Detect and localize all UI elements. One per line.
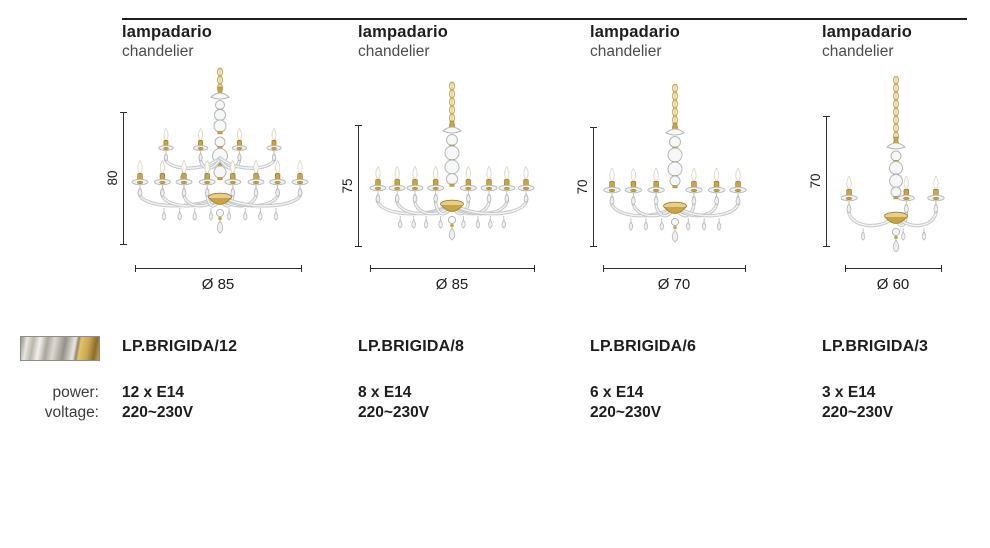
- product-code: LP.BRIGIDA/3: [822, 338, 929, 355]
- voltage-value: 220~230V: [122, 404, 194, 421]
- power-value: 3 x E14: [822, 384, 876, 401]
- product-title: lampadario chandelier: [122, 23, 212, 61]
- title-english: chandelier: [122, 43, 194, 60]
- power-value: 8 x E14: [358, 384, 412, 401]
- product-code: LP.BRIGIDA/8: [358, 338, 465, 355]
- voltage-label: voltage:: [44, 404, 99, 421]
- product-code: LP.BRIGIDA/6: [590, 338, 697, 355]
- chandelier-illustration: [841, 76, 945, 252]
- chandelier-illustration: [131, 67, 309, 234]
- height-dim-line: [823, 116, 830, 247]
- power-value: 12 x E14: [122, 384, 185, 401]
- title-english: chandelier: [822, 43, 894, 60]
- diameter-dim-line: [370, 265, 535, 272]
- diameter-dim-label: Ø 60: [876, 276, 910, 293]
- height-dim-line: [120, 112, 127, 245]
- voltage-value: 220~230V: [358, 404, 430, 421]
- material-thumbnail: [20, 336, 100, 361]
- product-code: LP.BRIGIDA/12: [122, 338, 238, 355]
- height-dim-line: [590, 127, 597, 247]
- diameter-dim-label: Ø 85: [435, 276, 469, 293]
- title-italian: lampadario: [590, 23, 681, 41]
- product-title: lampadario chandelier: [358, 23, 448, 61]
- power-value: 6 x E14: [590, 384, 644, 401]
- diameter-dim-line: [603, 265, 746, 272]
- chandelier-illustration: [603, 84, 747, 243]
- title-english: chandelier: [590, 43, 662, 60]
- diameter-dim-label: Ø 85: [201, 276, 235, 293]
- height-dim-label: 70: [575, 179, 590, 195]
- voltage-value: 220~230V: [590, 404, 662, 421]
- power-label: power:: [52, 384, 99, 401]
- diameter-dim-label: Ø 70: [657, 276, 691, 293]
- height-dim-line: [355, 125, 362, 247]
- header-rule: [122, 18, 967, 20]
- product-title: lampadario chandelier: [590, 23, 680, 61]
- title-italian: lampadario: [358, 23, 449, 41]
- chandelier-illustration: [369, 81, 535, 241]
- diameter-dim-line: [845, 265, 942, 272]
- height-dim-label: 70: [808, 173, 823, 189]
- title-italian: lampadario: [122, 23, 213, 41]
- title-italian: lampadario: [822, 23, 913, 41]
- height-dim-label: 80: [105, 170, 120, 186]
- diameter-dim-line: [135, 265, 302, 272]
- title-english: chandelier: [358, 43, 430, 60]
- height-dim-label: 75: [340, 178, 355, 194]
- voltage-value: 220~230V: [822, 404, 894, 421]
- product-title: lampadario chandelier: [822, 23, 912, 61]
